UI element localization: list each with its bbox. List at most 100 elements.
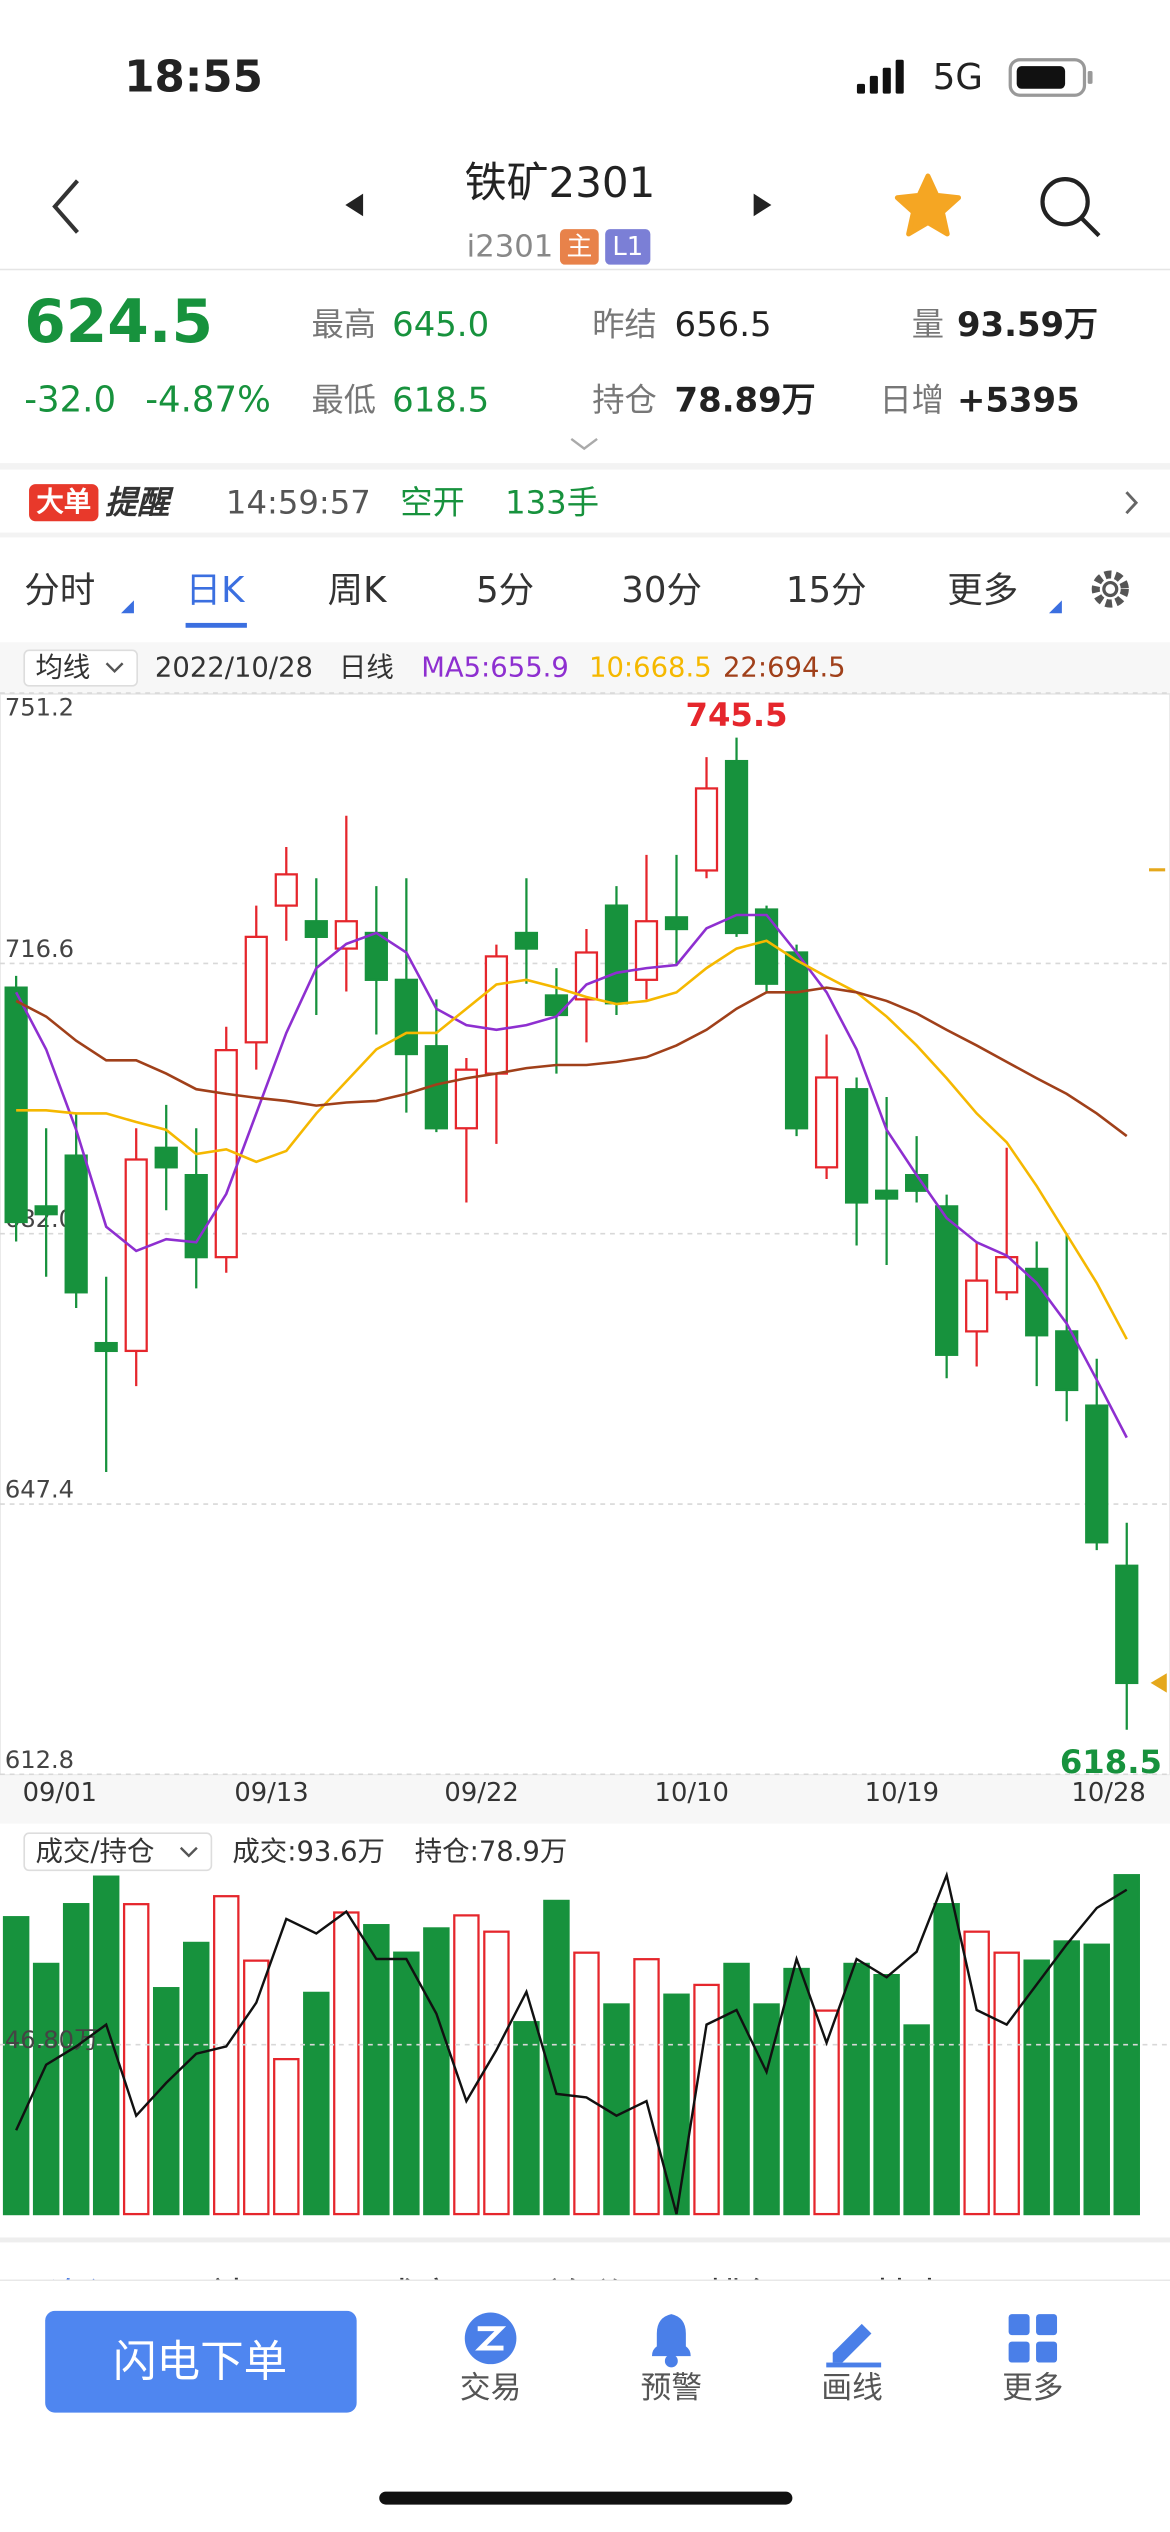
stat-value: 645.0 <box>392 305 489 344</box>
settings-button[interactable] <box>1091 570 1129 608</box>
volume-bar <box>333 1911 360 2216</box>
period-tab[interactable]: 30分 <box>621 570 702 611</box>
volume-bar <box>783 1967 810 2216</box>
volume-bar <box>423 1927 450 2216</box>
divider <box>0 463 1170 470</box>
info-tab[interactable]: 关联 <box>544 2276 621 2321</box>
volume-bar <box>633 1958 660 2216</box>
tab-arrow <box>121 600 134 614</box>
candle-body <box>1085 1404 1109 1544</box>
candle-body <box>364 931 388 981</box>
indicator-select[interactable] <box>23 649 138 687</box>
network-label: 5G <box>933 57 983 98</box>
bottom-nav: 交易 预警 画线 更多 <box>460 2371 1064 2406</box>
volume-bar <box>62 1903 90 2216</box>
candle-body <box>965 1279 989 1333</box>
favorite-star[interactable] <box>894 173 962 237</box>
info-tab[interactable]: 成交 <box>379 2276 456 2321</box>
x-tick-label: 10/10 <box>655 1778 729 1808</box>
candle-body <box>664 916 689 931</box>
period-tab[interactable]: 更多 <box>947 570 1018 611</box>
volume-bar <box>122 1903 150 2216</box>
volume-bar <box>183 1941 210 2216</box>
volume-bar <box>152 1987 180 2216</box>
quick-order-button[interactable] <box>45 2310 357 2413</box>
volume-bar <box>903 2024 930 2216</box>
badge-level: L1 <box>612 232 643 262</box>
legend-band <box>0 642 1170 694</box>
stat-label: 最低 <box>311 381 376 419</box>
info-tab[interactable]: 社区 <box>210 2276 287 2321</box>
price-change: -32.0 <box>24 380 116 421</box>
nav-label[interactable]: 画线 <box>821 2371 882 2406</box>
date-band <box>0 1775 1170 1824</box>
y-tick-label: 647.4 <box>5 1476 74 1504</box>
alert-more[interactable] <box>1125 491 1139 515</box>
search-button[interactable] <box>1040 177 1101 238</box>
info-tab[interactable]: 排行 <box>707 2276 784 2321</box>
volume-bar <box>273 2057 300 2216</box>
candle-body <box>784 951 809 1130</box>
draw-icon[interactable] <box>826 2323 882 2368</box>
stat-value: +5395 <box>957 381 1080 420</box>
candle-body <box>1115 1564 1139 1685</box>
volume-bar <box>1083 1943 1110 2216</box>
candle-body <box>274 873 298 907</box>
alert-tag: 提醒 <box>105 484 174 522</box>
candle-body <box>634 920 659 981</box>
trade-icon[interactable] <box>464 2312 517 2365</box>
period-tab[interactable]: 5分 <box>476 570 534 611</box>
ma-legend: MA5:655.9 <box>421 653 569 684</box>
back-button[interactable] <box>52 179 79 234</box>
candle-body <box>574 951 599 1001</box>
volume-bar <box>543 1899 570 2216</box>
candle-body <box>724 759 749 935</box>
period-tab[interactable]: 分时 <box>24 570 95 611</box>
candle-body <box>1055 1330 1079 1392</box>
low-annotation: 618.5 <box>1060 1743 1162 1781</box>
period-tab[interactable]: 周K <box>328 570 389 611</box>
contract-code: i2301 <box>467 229 554 264</box>
oi-label: 持仓:78.9万 <box>415 1836 568 1867</box>
tab-arrow <box>1048 600 1062 614</box>
ma-legend: 22:694.5 <box>723 653 846 684</box>
volume-title: 成交/持仓 <box>36 1836 155 1867</box>
dropdown-arrow <box>105 662 124 674</box>
period-tab[interactable]: 日K <box>186 570 247 611</box>
nav-label[interactable]: 更多 <box>1002 2371 1063 2406</box>
more-icon[interactable] <box>1008 2314 1058 2363</box>
volume-bar <box>213 1895 240 2216</box>
candle-body <box>244 935 268 1044</box>
badge-bg <box>559 229 599 265</box>
candle-body <box>604 904 629 1005</box>
indicator-label: 均线 <box>36 653 91 684</box>
expand-arrow[interactable] <box>570 437 598 451</box>
nav-label[interactable]: 交易 <box>460 2371 521 2406</box>
alarm-icon[interactable] <box>651 2314 691 2368</box>
prev-contract[interactable] <box>345 193 364 217</box>
period-tab[interactable]: 15分 <box>786 570 867 611</box>
info-tab[interactable]: 资讯 <box>48 2276 125 2321</box>
candle-body <box>935 1205 959 1356</box>
high-annotation: 745.5 <box>686 696 788 734</box>
status-time: 18:55 <box>124 52 263 102</box>
candle-body <box>184 1174 208 1259</box>
candle-body <box>544 994 569 1017</box>
next-contract[interactable] <box>753 193 772 217</box>
stat-value: 656.5 <box>675 305 772 344</box>
volume-select[interactable] <box>23 1832 213 1872</box>
x-tick-label: 10/28 <box>1071 1778 1145 1808</box>
candle-body <box>844 1088 869 1204</box>
signal-icon <box>856 59 904 94</box>
volume-bar <box>363 1924 390 2216</box>
ma-line <box>14 913 1128 1439</box>
y-tick-label: 751.2 <box>5 694 74 722</box>
volume-bar <box>843 1962 870 2216</box>
nav-label[interactable]: 预警 <box>641 2371 702 2406</box>
info-tab[interactable]: 基本面(F10) <box>871 2276 1089 2321</box>
volume-bar <box>663 1993 690 2216</box>
volume-bar <box>32 1962 60 2216</box>
stat-label: 持仓 <box>592 381 657 419</box>
